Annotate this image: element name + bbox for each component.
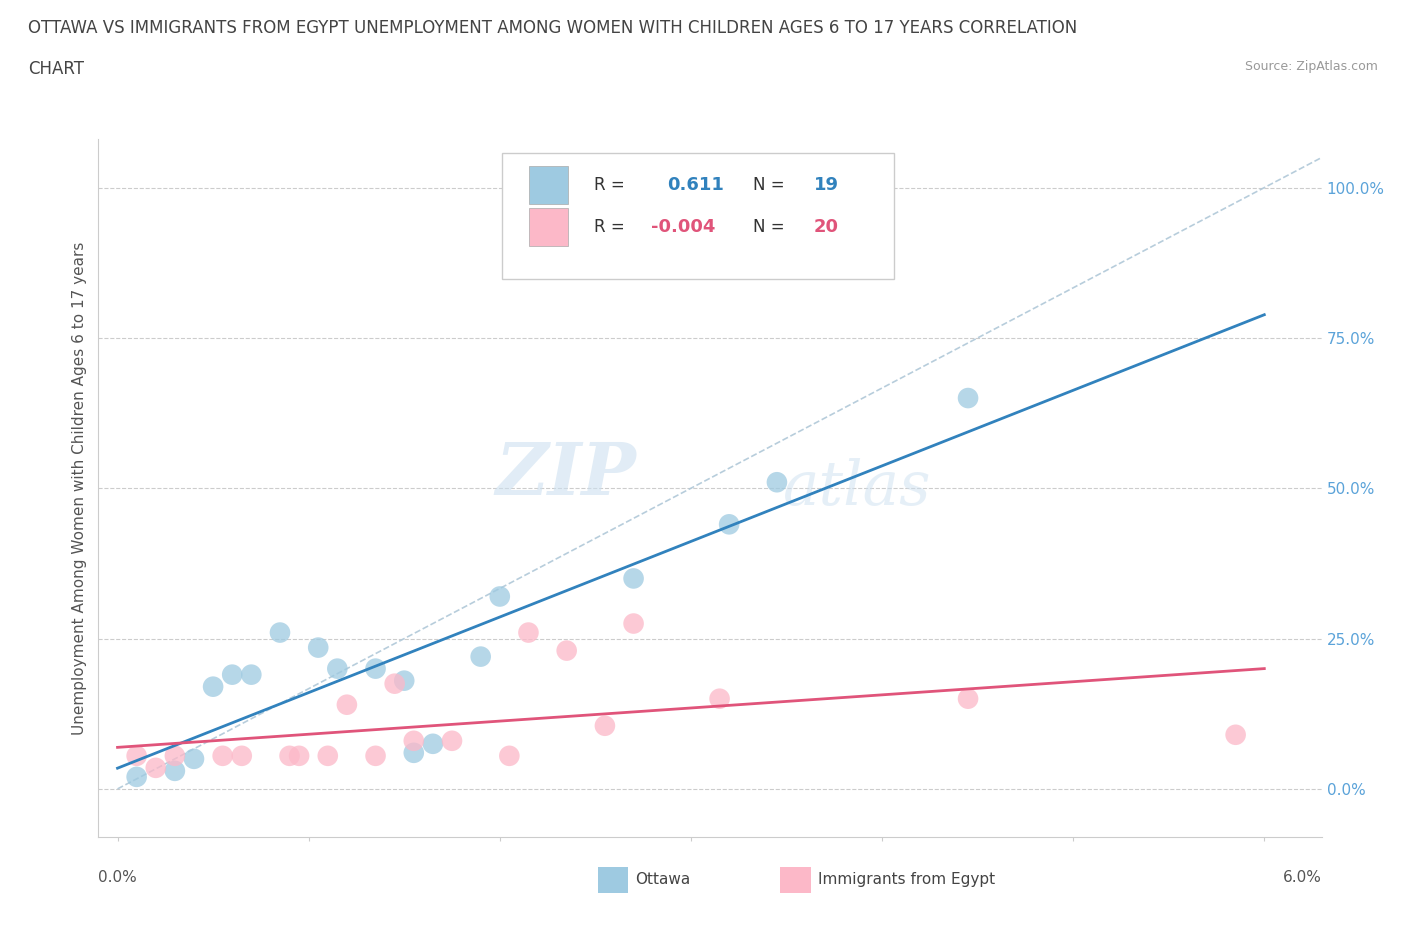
Point: [231, 749, 253, 764]
Point: [440, 734, 463, 749]
Point: [288, 749, 311, 764]
Point: [316, 749, 339, 764]
Point: [623, 571, 645, 586]
Text: N =: N =: [752, 218, 785, 235]
Point: [125, 769, 148, 784]
Point: [278, 749, 301, 764]
Point: [125, 749, 148, 764]
Text: 6.0%: 6.0%: [1282, 870, 1322, 884]
Point: [470, 649, 492, 664]
Point: [402, 734, 425, 749]
Text: Immigrants from Egypt: Immigrants from Egypt: [818, 872, 995, 887]
FancyBboxPatch shape: [502, 153, 894, 279]
Point: [709, 691, 731, 706]
Point: [1225, 727, 1247, 742]
Point: [307, 640, 329, 655]
Text: Source: ZipAtlas.com: Source: ZipAtlas.com: [1244, 60, 1378, 73]
Point: [202, 679, 225, 694]
Text: N =: N =: [752, 176, 785, 193]
Point: [364, 661, 387, 676]
Bar: [529, 166, 568, 204]
Point: [498, 749, 520, 764]
Point: [422, 737, 444, 751]
Text: 0.611: 0.611: [668, 176, 724, 193]
Point: [766, 475, 789, 490]
Point: [392, 673, 416, 688]
Text: 20: 20: [814, 218, 839, 235]
Text: atlas: atlas: [783, 458, 932, 518]
Text: Ottawa: Ottawa: [636, 872, 690, 887]
Point: [336, 698, 359, 712]
Bar: [529, 207, 568, 246]
Point: [211, 749, 233, 764]
Point: [145, 761, 167, 776]
Text: 19: 19: [814, 176, 839, 193]
Point: [555, 644, 578, 658]
Text: OTTAWA VS IMMIGRANTS FROM EGYPT UNEMPLOYMENT AMONG WOMEN WITH CHILDREN AGES 6 TO: OTTAWA VS IMMIGRANTS FROM EGYPT UNEMPLOY…: [28, 19, 1077, 36]
Point: [593, 718, 616, 733]
Point: [957, 691, 980, 706]
Point: [517, 625, 540, 640]
Point: [240, 667, 263, 682]
Text: ZIP: ZIP: [496, 439, 637, 510]
Point: [326, 661, 349, 676]
Text: R =: R =: [593, 218, 624, 235]
Point: [718, 517, 741, 532]
Y-axis label: Unemployment Among Women with Children Ages 6 to 17 years: Unemployment Among Women with Children A…: [72, 242, 87, 735]
Text: R =: R =: [593, 176, 624, 193]
Point: [163, 764, 186, 778]
Point: [163, 749, 186, 764]
Point: [488, 589, 510, 604]
Point: [269, 625, 291, 640]
Point: [384, 676, 406, 691]
Text: 0.0%: 0.0%: [98, 870, 138, 884]
Point: [957, 391, 980, 405]
Point: [402, 745, 425, 760]
Point: [623, 616, 645, 631]
Point: [364, 749, 387, 764]
Point: [221, 667, 243, 682]
Text: CHART: CHART: [28, 60, 84, 78]
Point: [583, 210, 606, 225]
Text: -0.004: -0.004: [651, 218, 716, 235]
Point: [183, 751, 205, 766]
